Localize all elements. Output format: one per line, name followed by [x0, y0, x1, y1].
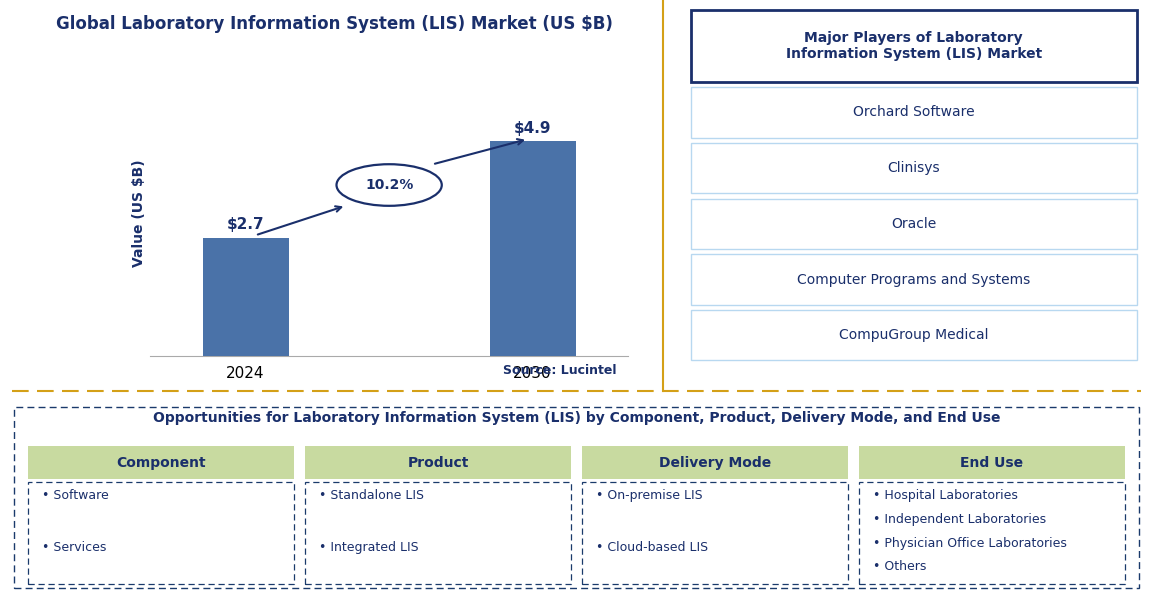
- Text: 10.2%: 10.2%: [366, 178, 413, 192]
- Text: $4.9: $4.9: [514, 121, 551, 136]
- Bar: [490, 141, 575, 356]
- FancyBboxPatch shape: [691, 9, 1137, 82]
- FancyBboxPatch shape: [859, 446, 1124, 479]
- FancyBboxPatch shape: [691, 199, 1137, 249]
- Text: • Physician Office Laboratories: • Physician Office Laboratories: [873, 537, 1067, 550]
- Bar: [203, 238, 288, 356]
- Text: Product: Product: [407, 455, 469, 470]
- FancyBboxPatch shape: [306, 446, 571, 479]
- Text: • Standalone LIS: • Standalone LIS: [319, 489, 424, 502]
- Y-axis label: Value (US $B): Value (US $B): [131, 160, 145, 267]
- Text: • Others: • Others: [873, 560, 926, 573]
- FancyBboxPatch shape: [691, 310, 1137, 361]
- FancyBboxPatch shape: [691, 143, 1137, 193]
- FancyBboxPatch shape: [691, 254, 1137, 305]
- FancyBboxPatch shape: [306, 482, 571, 585]
- FancyBboxPatch shape: [859, 482, 1124, 585]
- Text: Orchard Software: Orchard Software: [853, 106, 974, 119]
- Text: Major Players of Laboratory
Information System (LIS) Market: Major Players of Laboratory Information …: [785, 31, 1042, 61]
- Text: Source: Lucintel: Source: Lucintel: [504, 364, 617, 377]
- Text: Oracle: Oracle: [891, 217, 936, 231]
- Text: • Integrated LIS: • Integrated LIS: [319, 541, 419, 554]
- Text: Opportunities for Laboratory Information System (LIS) by Component, Product, Del: Opportunities for Laboratory Information…: [152, 411, 1001, 425]
- Text: • Cloud-based LIS: • Cloud-based LIS: [596, 541, 708, 554]
- FancyBboxPatch shape: [691, 87, 1137, 138]
- FancyBboxPatch shape: [29, 482, 294, 585]
- Text: Clinisys: Clinisys: [888, 161, 940, 175]
- Text: • Services: • Services: [42, 541, 106, 554]
- Text: Computer Programs and Systems: Computer Programs and Systems: [797, 273, 1031, 286]
- Text: • Hospital Laboratories: • Hospital Laboratories: [873, 489, 1017, 502]
- Text: • On-premise LIS: • On-premise LIS: [596, 489, 702, 502]
- Text: • Software: • Software: [42, 489, 108, 502]
- Text: CompuGroup Medical: CompuGroup Medical: [839, 329, 988, 342]
- FancyBboxPatch shape: [29, 446, 294, 479]
- Text: Delivery Mode: Delivery Mode: [658, 455, 771, 470]
- Text: Component: Component: [116, 455, 206, 470]
- FancyBboxPatch shape: [582, 446, 847, 479]
- Text: $2.7: $2.7: [227, 217, 264, 232]
- Text: • Independent Laboratories: • Independent Laboratories: [873, 513, 1046, 526]
- FancyBboxPatch shape: [582, 482, 847, 585]
- Text: End Use: End Use: [960, 455, 1024, 470]
- Text: Global Laboratory Information System (LIS) Market (US $B): Global Laboratory Information System (LI…: [56, 15, 612, 33]
- FancyBboxPatch shape: [14, 407, 1139, 588]
